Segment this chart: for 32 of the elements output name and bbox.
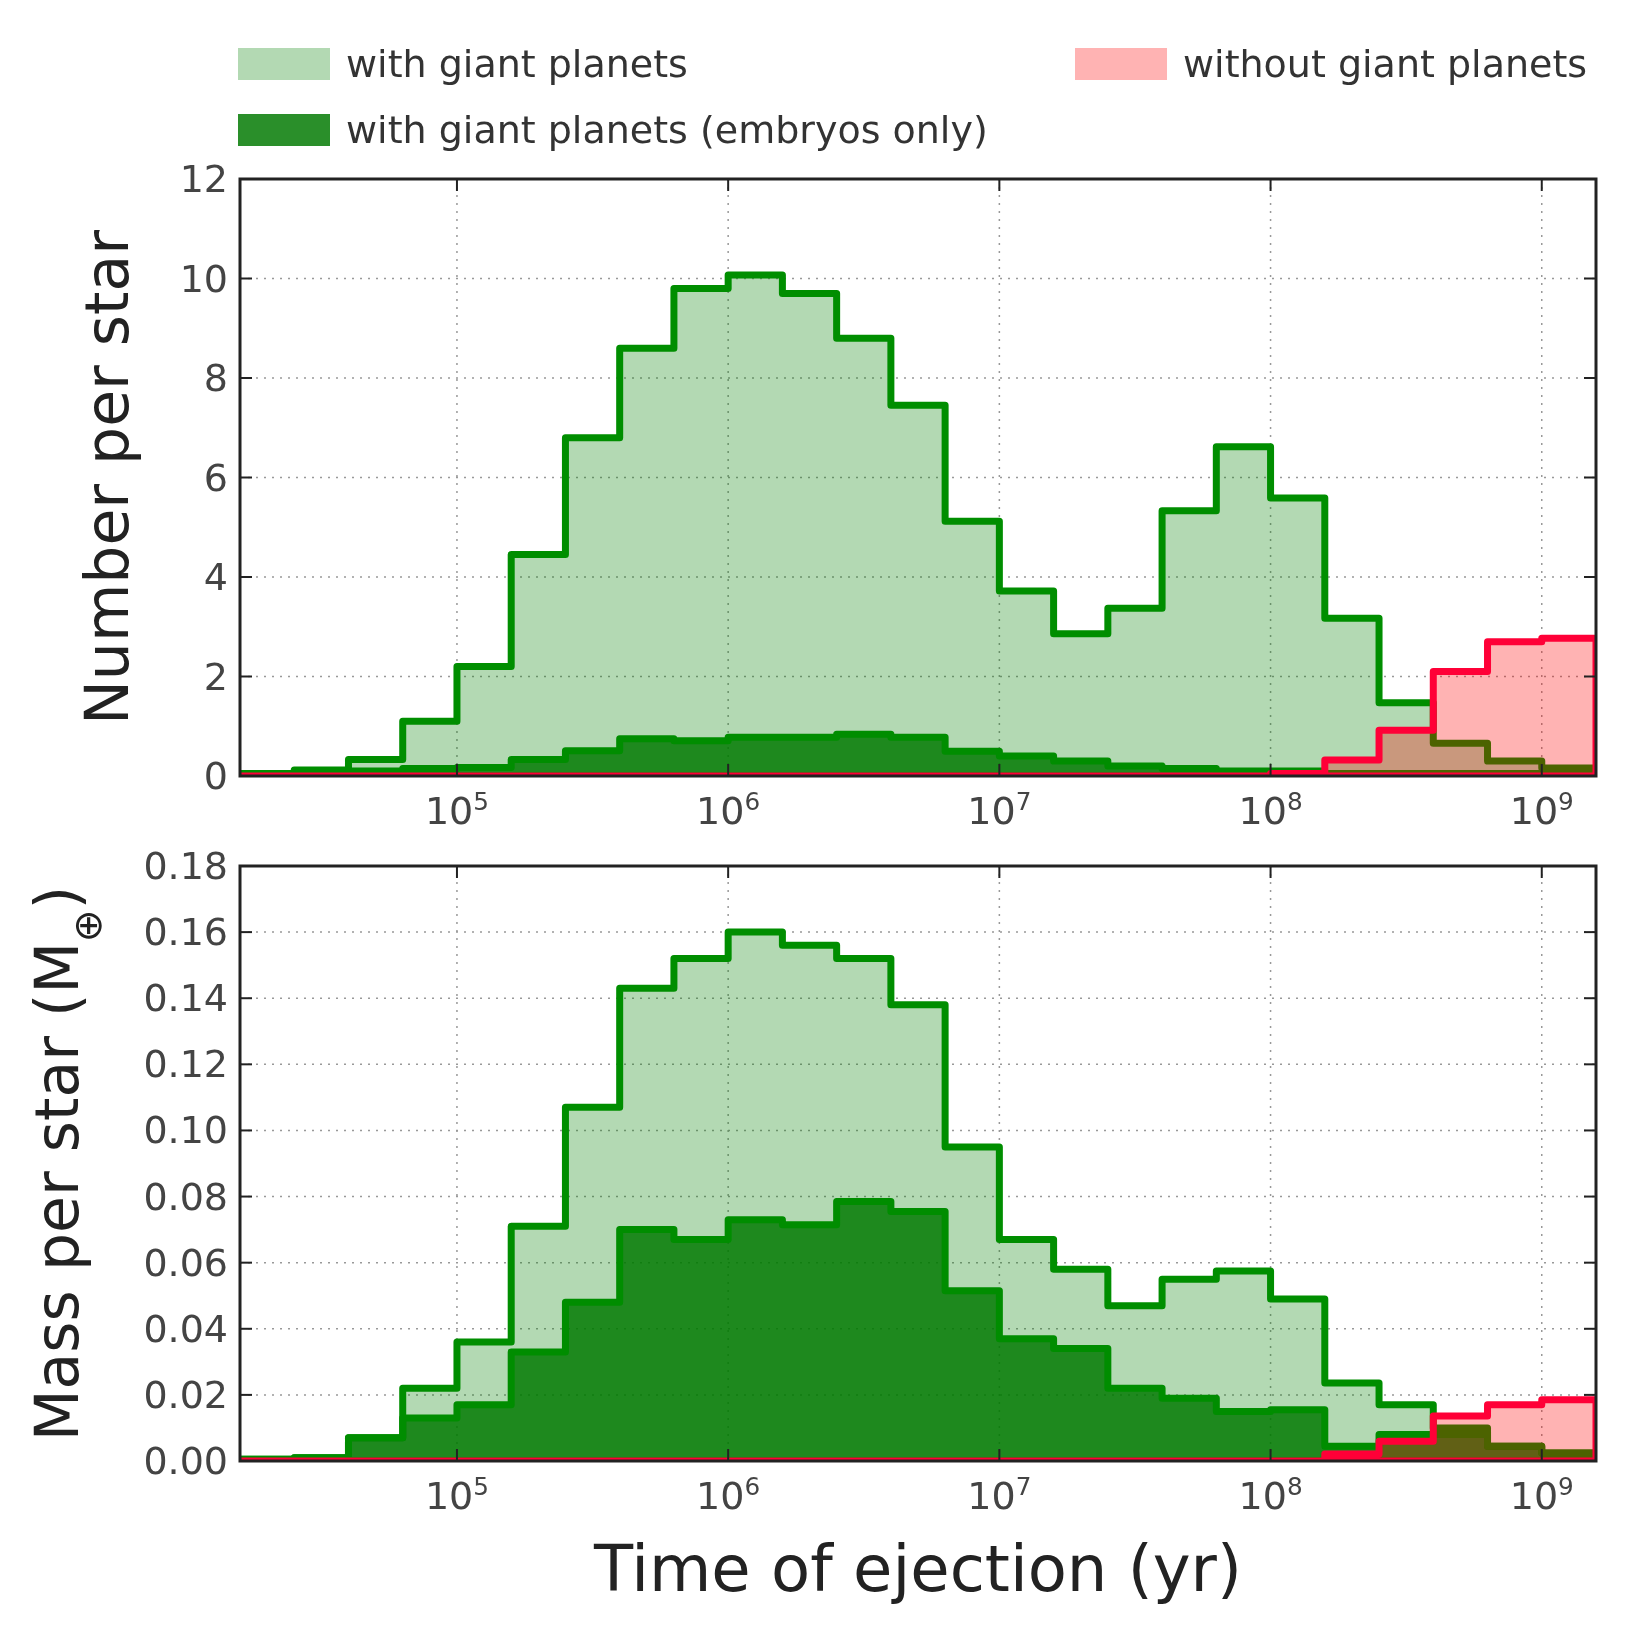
y-tick-label: 0.04 [143,1306,228,1351]
x-tick-label: 10$^{5}$ [424,786,489,833]
y-tick-label: 2 [203,654,228,699]
y-tick-label: 0.00 [143,1439,228,1483]
y-tick-label: 8 [203,356,228,400]
x-tick-label: 10$^{6}$ [696,786,761,833]
x-tick-label: 10$^{9}$ [1509,786,1574,833]
y-tick-label: 0.10 [143,1108,228,1153]
y-tick-label: 4 [203,555,228,599]
y-tick-label: 0 [203,754,228,798]
x-axis-title: Time of ejection (yr) [593,1532,1242,1606]
y-tick-label: 0.08 [143,1174,228,1219]
x-tick-label: 10$^{5}$ [424,1471,489,1518]
y-tick-label: 0.18 [143,844,228,888]
x-tick-label: 10$^{7}$ [967,1471,1032,1518]
x-tick-label: 10$^{9}$ [1509,1471,1574,1518]
legend-label: without giant planets [1183,42,1588,86]
y-axis-title: Number per star [72,229,142,726]
legend-label: with giant planets [346,42,688,86]
x-tick-label: 10$^{8}$ [1238,1471,1303,1518]
y-tick-label: 0.06 [143,1240,228,1285]
y-tick-label: 0.14 [143,976,228,1021]
y-tick-label: 0.12 [143,1042,228,1087]
legend-label: with giant planets (embryos only) [346,108,988,152]
y-tick-label: 12 [179,157,228,201]
x-tick-label: 10$^{7}$ [967,786,1032,833]
x-tick-label: 10$^{6}$ [696,1471,761,1518]
y-tick-label: 0.16 [143,910,228,955]
y-tick-label: 6 [203,455,228,500]
y-tick-label: 0.02 [143,1372,228,1417]
x-tick-label: 10$^{8}$ [1238,786,1303,833]
y-tick-label: 10 [179,256,228,301]
